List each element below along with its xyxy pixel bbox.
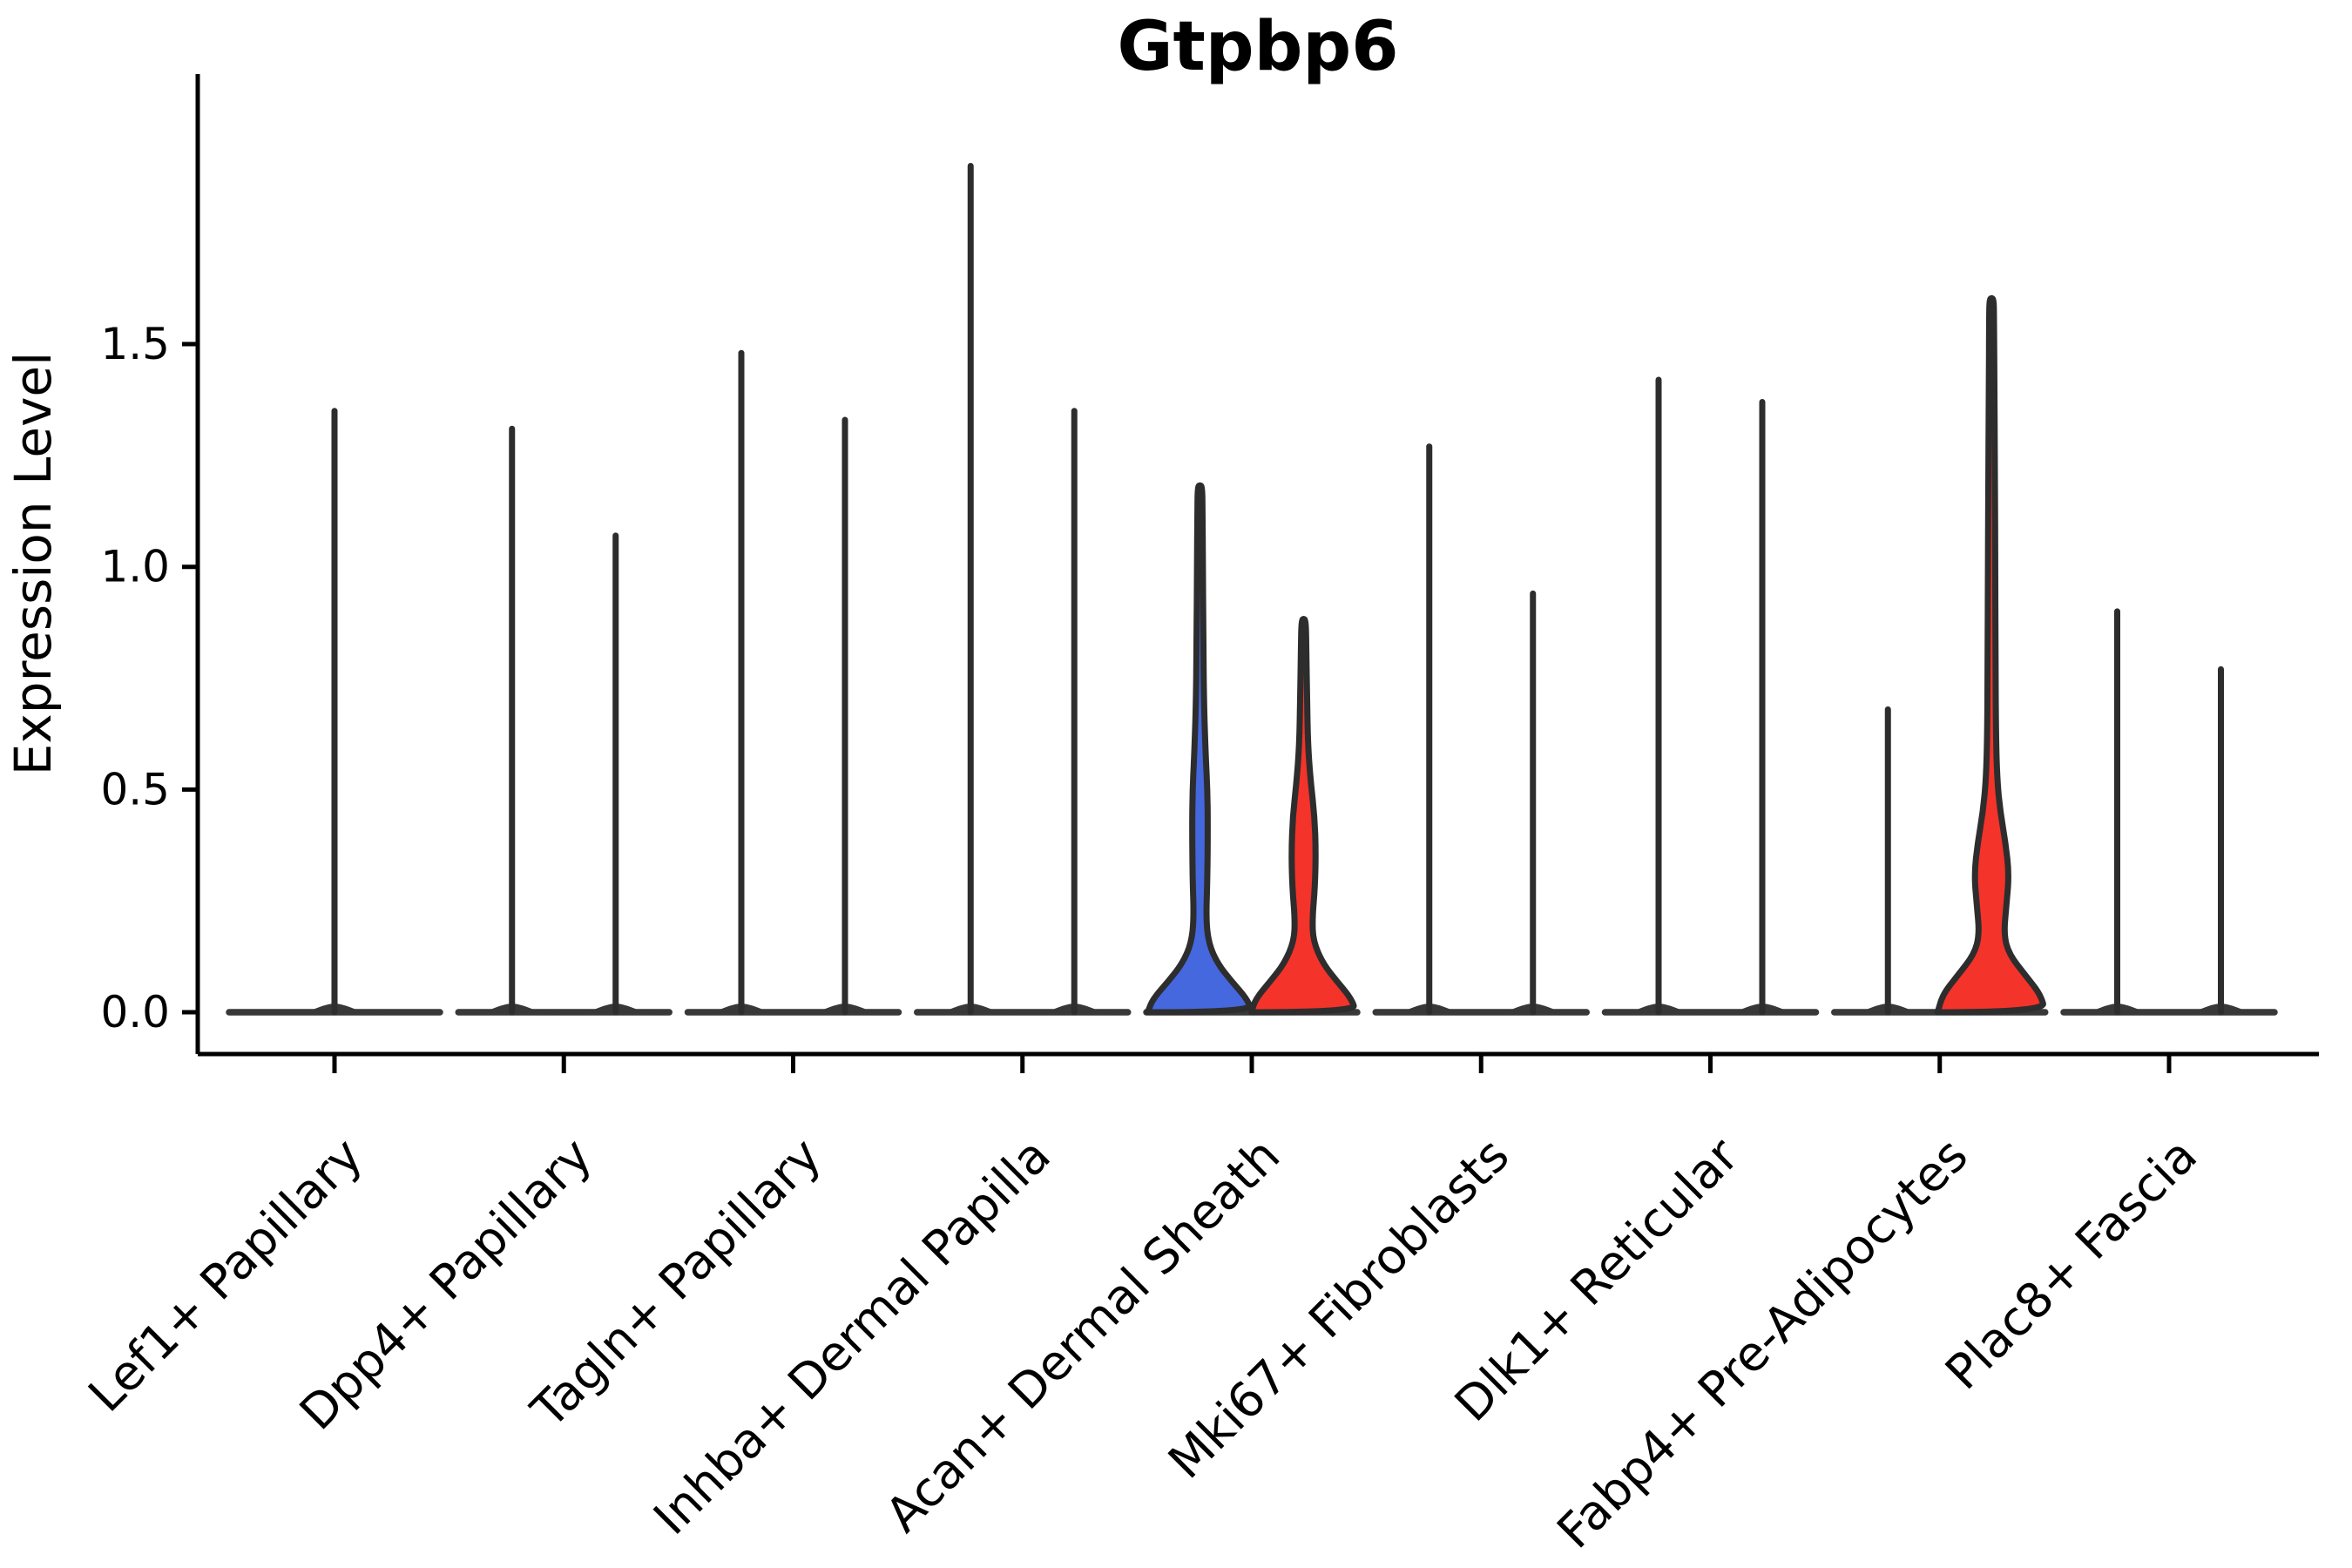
x-tick-label: Inhba+ Dermal Papilla bbox=[643, 1127, 1061, 1545]
y-tick-label: 1.0 bbox=[100, 542, 170, 592]
y-tick-label: 1.5 bbox=[100, 319, 170, 369]
violin-filled bbox=[1145, 482, 1254, 1016]
x-tick-label: Acan+ Dermal Sheath bbox=[875, 1127, 1290, 1543]
violin-filled bbox=[1934, 294, 2046, 1016]
y-axis-label: Expression Level bbox=[3, 352, 63, 775]
violin-filled bbox=[1248, 616, 1357, 1016]
chart-title: Gtpbp6 bbox=[1117, 8, 1398, 86]
y-tick-label: 0.5 bbox=[100, 764, 170, 814]
y-tick-label: 0.0 bbox=[100, 987, 170, 1037]
violins-layer bbox=[226, 163, 2278, 1016]
x-tick-label: Fabp4+ Pre-Adipocytes bbox=[1546, 1127, 1978, 1559]
